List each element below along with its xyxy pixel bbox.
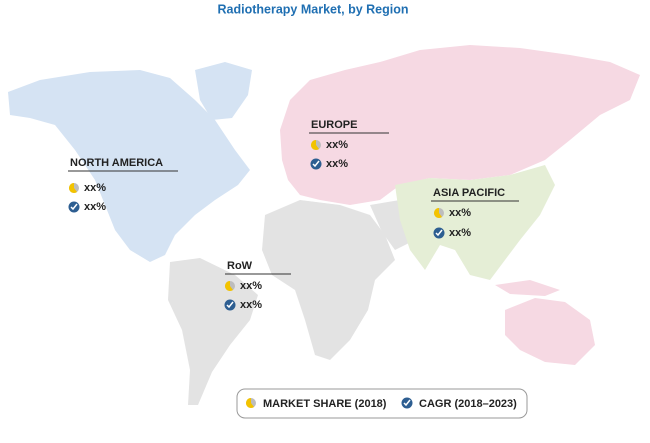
market-share-value: xx% (326, 139, 348, 151)
cagr-icon-arrow (312, 160, 320, 168)
market-share-value: xx% (449, 207, 471, 219)
cagr-icon-arrow (435, 229, 443, 237)
region-callouts: NORTH AMERICA xx% xx% EUROPE xx% xx% ASIA PACI… (68, 119, 519, 311)
cagr-value: xx% (326, 158, 348, 170)
cagr-icon-arrow (403, 399, 411, 407)
legend-box (236, 388, 528, 419)
cagr-value: xx% (449, 227, 471, 239)
market-share-icon-fill (246, 398, 254, 408)
market-share-icon-fill (311, 140, 319, 151)
greenland-shape (195, 62, 252, 120)
region-name: NORTH AMERICA (70, 157, 163, 169)
legend-items: MARKET SHARE (2018) CAGR (2018–2023) (246, 397, 517, 410)
title: Radiotherapy Market, by Region (217, 2, 408, 16)
south-america-shape (168, 258, 258, 405)
africa-shape (262, 200, 395, 360)
market-share-value: xx% (240, 280, 262, 292)
asia-pacific-shape (395, 165, 555, 280)
legend: MARKET SHARE (2018) CAGR (2018–2023) (236, 388, 528, 419)
market-share-icon-fill (434, 208, 442, 218)
north-america-shape (8, 70, 250, 262)
europe-shape (280, 45, 640, 205)
legend-label: CAGR (2018–2023) (419, 398, 517, 410)
market-share-icon-fill (225, 281, 233, 291)
islands-shape (495, 280, 560, 296)
region-name: RoW (227, 260, 253, 272)
cagr-value: xx% (240, 299, 262, 311)
market-share-icon-fill (69, 183, 77, 193)
region-name: EUROPE (311, 119, 357, 131)
world-map (8, 45, 640, 405)
australia-shape (505, 298, 595, 365)
legend-label: MARKET SHARE (2018) (263, 398, 387, 410)
cagr-icon-arrow (226, 301, 234, 309)
market-share-value: xx% (84, 182, 106, 194)
cagr-icon-arrow (70, 203, 78, 211)
region-name: ASIA PACIFIC (433, 187, 505, 199)
cagr-value: xx% (84, 201, 106, 213)
